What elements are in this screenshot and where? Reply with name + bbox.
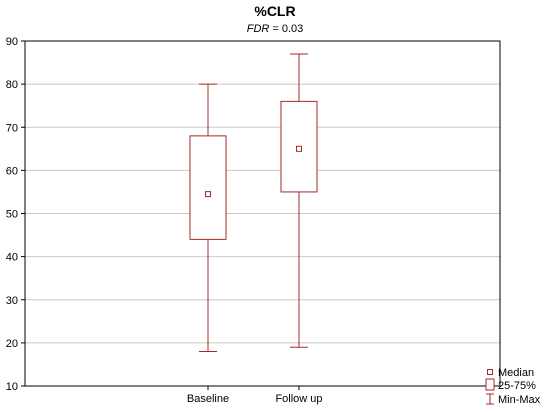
x-tick-label: Baseline xyxy=(187,393,229,405)
y-tick-label: 60 xyxy=(6,165,18,177)
y-tick-label: 80 xyxy=(6,79,18,91)
box-iqr xyxy=(280,100,318,193)
chart-title: %CLR xyxy=(254,3,295,19)
box-follow-up xyxy=(280,53,318,348)
y-tick-label: 50 xyxy=(6,209,18,221)
legend-label: 25-75% xyxy=(498,380,536,392)
legend-label: Median xyxy=(498,367,534,379)
legend-label: Min-Max xyxy=(498,394,541,406)
box-baseline xyxy=(189,83,227,352)
median-marker xyxy=(205,191,211,198)
y-tick-label: 10 xyxy=(6,381,18,393)
y-tick-label: 40 xyxy=(6,252,18,264)
legend-median-icon xyxy=(487,369,493,375)
y-tick-label: 20 xyxy=(6,338,18,350)
subtitle-fdr: FDR xyxy=(247,23,270,35)
plot-area: 10 20 30 40 50 60 70 80 90 Baseline Follow up xyxy=(6,36,501,405)
x-tick-label: Follow up xyxy=(275,393,322,405)
subtitle-value: = 0.03 xyxy=(269,23,303,35)
y-tick-label: 30 xyxy=(6,295,18,307)
box-iqr xyxy=(189,135,227,240)
y-tick-label: 90 xyxy=(6,36,18,48)
legend-iqr-icon xyxy=(485,378,495,391)
y-tick-label: 70 xyxy=(6,122,18,134)
median-marker xyxy=(296,145,302,152)
chart-subtitle: FDR = 0.03 xyxy=(247,23,304,35)
legend-minmax-icon xyxy=(486,393,494,405)
